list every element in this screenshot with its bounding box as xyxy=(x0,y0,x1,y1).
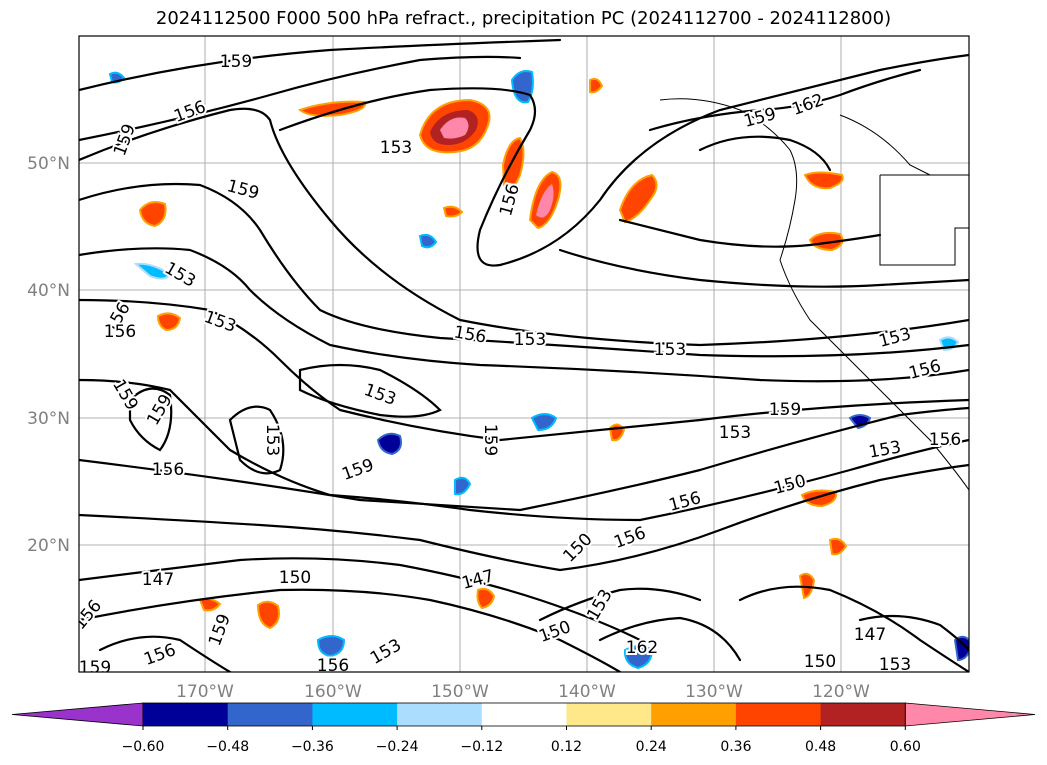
lon-label: 130°W xyxy=(685,682,743,702)
contour-label: 159 xyxy=(220,52,252,72)
lon-label: 160°W xyxy=(304,682,362,702)
colorbar-tick-label: −0.48 xyxy=(206,739,249,755)
colorbar-tick-label: 0.36 xyxy=(720,739,751,755)
colorbar-segment xyxy=(397,703,483,726)
colorbar-extend-low xyxy=(11,702,144,727)
contour-label: 156 xyxy=(929,430,961,450)
colorbar: −0.60 −0.48 −0.36 −0.24 −0.12 0.12 0.24 0.36 0.4… xyxy=(11,702,1036,755)
longitude-labels: 170°W 160°W 150°W 140°W 130°W 120°W xyxy=(176,682,870,702)
contour-label: 153 xyxy=(654,340,686,360)
colorbar-outline xyxy=(142,702,906,727)
lon-label: 150°W xyxy=(431,682,489,702)
colorbar-tick-label: −0.60 xyxy=(122,739,165,755)
contour-label: 156 xyxy=(104,322,136,342)
contour-label: 162 xyxy=(626,638,658,658)
colorbar-tick-label: 0.60 xyxy=(890,739,921,755)
contour-label: 153 xyxy=(514,330,546,350)
contour-label: 156 xyxy=(317,656,349,676)
colorbar-tick-label: 0.24 xyxy=(636,739,667,755)
map-frame xyxy=(78,35,970,673)
contour-label: 159 xyxy=(79,658,111,678)
contour-label: 153 xyxy=(879,655,911,675)
contour-label: 159 xyxy=(480,424,500,456)
contour-label: 159 xyxy=(769,400,801,420)
contour-label: 150 xyxy=(279,568,311,588)
colorbar-tick-label: 0.12 xyxy=(551,739,582,755)
colorbar-segment xyxy=(651,703,737,726)
colorbar-segment xyxy=(735,703,822,726)
lat-label: 20°N xyxy=(27,536,70,556)
lon-label: 170°W xyxy=(176,682,234,702)
colorbar-segment xyxy=(481,703,567,726)
colorbar-segment xyxy=(227,703,313,726)
contour-label: 150 xyxy=(804,652,836,672)
lat-label: 40°N xyxy=(27,281,70,301)
colorbar-segment xyxy=(312,703,398,726)
refractivity-contours xyxy=(79,38,969,672)
colorbar-extend-high xyxy=(904,702,1036,727)
colorbar-tick-label: −0.12 xyxy=(460,739,503,755)
contour-label: 153 xyxy=(877,324,914,352)
colorbar-segment xyxy=(143,703,229,726)
coastline xyxy=(659,98,969,491)
contour-label: 153 xyxy=(262,424,282,456)
contour-label: 147 xyxy=(142,570,174,590)
map-area xyxy=(79,36,969,672)
lon-label: 120°W xyxy=(812,682,870,702)
colorbar-segment xyxy=(566,703,652,726)
lat-label: 50°N xyxy=(27,154,70,174)
colorbar-tick-label: −0.24 xyxy=(376,739,419,755)
contour-label: 156 xyxy=(152,460,184,480)
contour-label: 153 xyxy=(380,138,412,158)
lon-label: 140°W xyxy=(558,682,616,702)
colorbar-tick-label: −0.36 xyxy=(291,739,334,755)
map-title: 2024112500 F000 500 hPa refract., precip… xyxy=(155,8,892,29)
contour-label: 147 xyxy=(854,625,886,645)
lat-label: 30°N xyxy=(27,409,70,429)
colorbar-segment xyxy=(820,703,906,726)
contour-label: 153 xyxy=(719,423,751,443)
latitude-labels: 50°N 40°N 30°N 20°N xyxy=(27,154,70,556)
colorbar-tick-label: 0.48 xyxy=(805,739,836,755)
